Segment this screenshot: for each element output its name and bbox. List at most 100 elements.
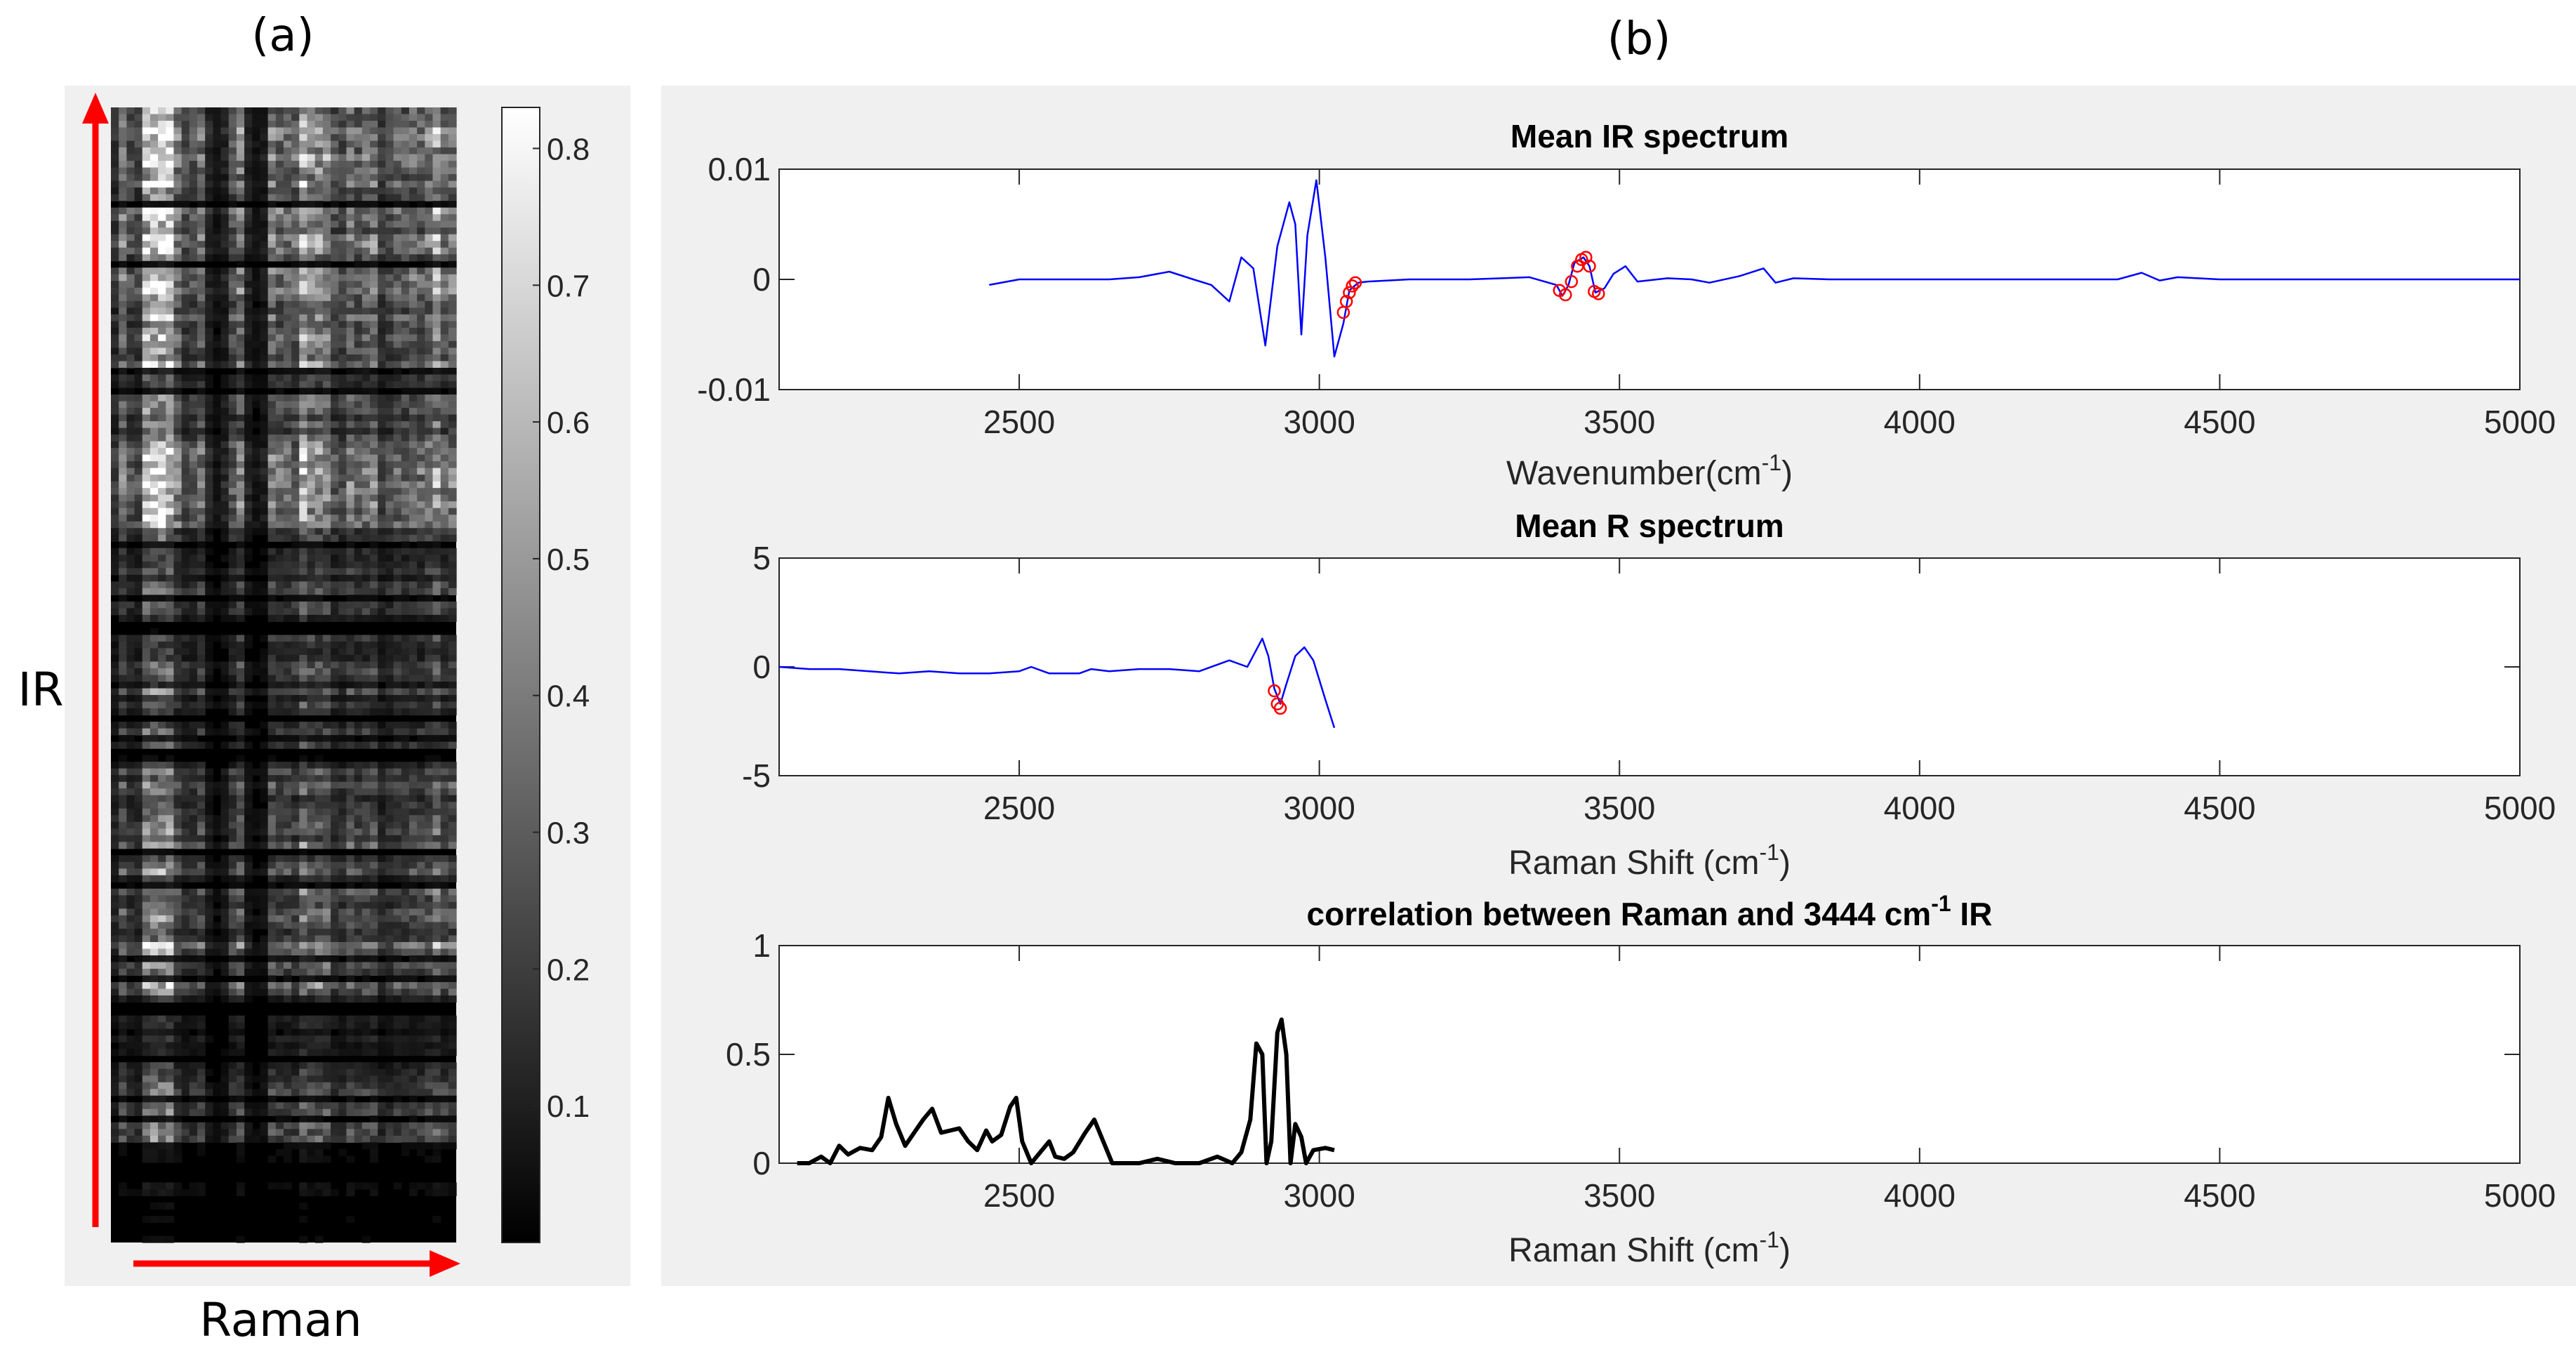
heatmap-cell [378,821,386,829]
heatmap-cell [385,688,394,696]
heatmap-cell [393,220,402,228]
heatmap-cell [322,395,331,402]
heatmap-cell [173,347,182,355]
heatmap-cell [361,201,371,208]
heatmap-cell [213,234,222,241]
heatmap-cell [158,267,166,275]
heatmap-cell [142,821,151,829]
heatmap-cell [166,901,175,910]
heatmap-cell [205,220,213,228]
heatmap-cell [440,374,449,382]
heatmap-cell [119,521,127,529]
heatmap-cell [417,574,425,582]
heatmap-cell [370,314,378,322]
heatmap-cell [228,481,237,489]
heatmap-cell [142,941,151,950]
heatmap-cell [354,161,363,168]
heatmap-cell [425,380,434,389]
heatmap-cell [228,861,237,869]
heatmap-cell [275,635,284,642]
heatmap-cell [331,114,339,121]
heatmap-cell [291,347,300,355]
heatmap-cell [197,254,206,262]
heatmap-cell [425,468,434,475]
heatmap-cell [134,548,143,555]
heatmap-cell [291,154,300,161]
heatmap-cell [361,140,371,148]
heatmap-cell [189,795,198,802]
heatmap-cell [417,555,425,562]
heatmap-cell [354,802,363,809]
heatmap-cell [338,395,347,402]
heatmap-cell [299,521,308,529]
heatmap-cell [284,354,292,362]
heatmap-cell [142,842,151,849]
heatmap-cell [158,395,166,402]
heatmap-cell [213,180,222,188]
heatmap-cell [173,354,182,362]
heatmap-cell [134,107,143,115]
heatmap-cell [331,654,339,663]
heatmap-cell [142,380,151,389]
heatmap-cell [260,300,269,308]
heatmap-cell [393,448,402,456]
heatmap-cell [448,895,457,903]
heatmap-cell [267,401,277,409]
heatmap-cell [393,835,402,842]
heatmap-cell [205,475,213,482]
heatmap-cell [385,661,394,669]
heatmap-cell [173,421,182,429]
heatmap-cell [361,267,371,275]
heatmap-cell [158,835,166,842]
heatmap-cell [378,334,386,342]
heatmap-cell [425,868,434,876]
heatmap-cell [370,187,378,195]
heatmap-cell [166,194,175,201]
heatmap-cell [220,475,230,482]
heatmap-cell [417,187,425,195]
heatmap-cell [417,581,425,589]
heatmap-cell [346,908,355,916]
heatmap-cell [361,421,371,429]
heatmap-cell [338,254,347,262]
heatmap-cell [181,314,190,322]
heatmap-cell [401,327,410,335]
heatmap-cell [448,374,457,382]
heatmap-cell [409,461,418,469]
heatmap-cell [299,327,308,335]
heatmap-cell [205,815,213,823]
heatmap-cell [150,374,159,382]
heatmap-cell [385,488,394,496]
heatmap-cell [181,134,190,142]
heatmap-cell [361,821,371,829]
heatmap-cell [236,581,245,589]
heatmap-cell [181,828,190,836]
heatmap-cell [228,214,237,222]
heatmap-cell [166,227,175,235]
heatmap-cell [220,675,230,682]
heatmap-cell [361,521,371,529]
heatmap-cell [393,174,402,182]
heatmap-cell [370,534,378,542]
heatmap-cell [126,227,135,235]
heatmap-cell [252,281,261,289]
heatmap-cell [307,488,316,496]
heatmap-cell [440,682,449,689]
heatmap-cell [409,728,418,736]
heatmap-cell [173,475,182,482]
heatmap-cell [267,167,277,175]
heatmap-cell [378,114,386,121]
heatmap-cell [314,354,324,362]
heatmap-cell [393,274,402,281]
heatmap-cell [338,174,347,182]
heatmap-cell [275,648,284,656]
heatmap-cell [361,641,371,649]
heatmap-cell [448,121,457,128]
heatmap-cell [267,768,277,776]
heatmap-cell [142,901,151,910]
heatmap-cell [385,935,394,943]
heatmap-cell [197,588,206,595]
heatmap-cell [346,254,355,262]
heatmap-cell [291,868,300,876]
heatmap-cell [370,735,378,743]
